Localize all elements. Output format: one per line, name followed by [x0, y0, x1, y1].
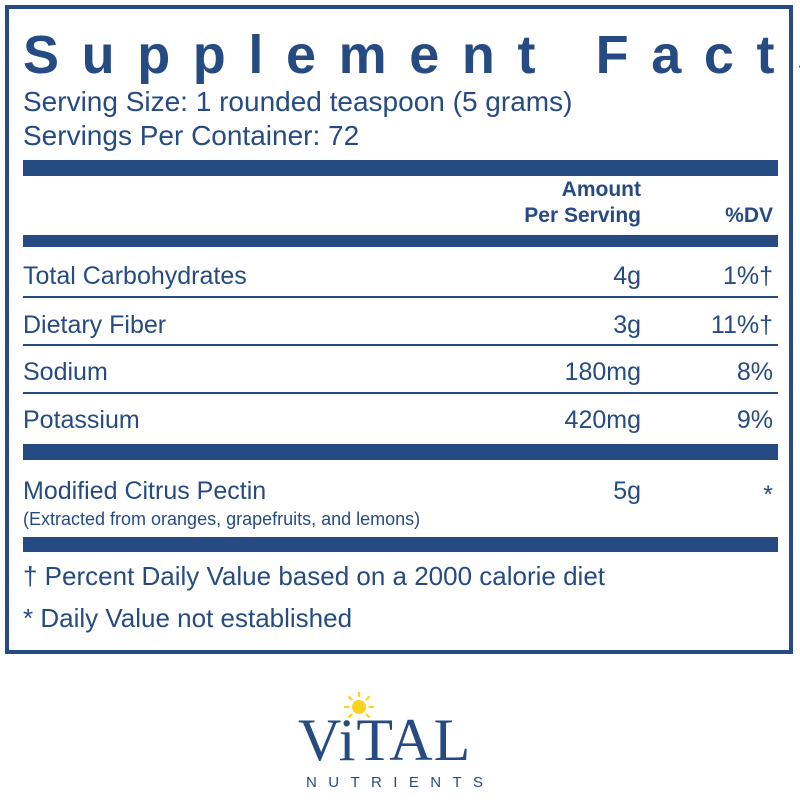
header-dv: %DV — [725, 204, 773, 227]
nutrient-name: Total Carbohydrates — [23, 262, 247, 290]
header-amount: Amount Per Serving — [524, 177, 641, 229]
nutrient-amount: 3g — [613, 311, 641, 339]
nutrient-dv: 9% — [736, 406, 773, 434]
nutrient-name: Dietary Fiber — [23, 311, 167, 339]
nutrient-amount: 4g — [613, 262, 641, 290]
servings-per-container: Servings Per Container: 72 — [23, 120, 360, 151]
header-amount-line2: Per Serving — [524, 204, 641, 227]
divider-thick — [23, 160, 778, 176]
footnote-dv: † Percent Daily Value based on a 2000 ca… — [23, 561, 606, 591]
brand-name: ViTAL — [298, 707, 472, 773]
nutrient-dv: 11%† — [710, 311, 773, 339]
ingredient-note: (Extracted from oranges, grapefruits, an… — [23, 509, 421, 529]
header-amount-line1: Amount — [561, 178, 641, 201]
divider-thick — [23, 235, 778, 247]
serving-size: Serving Size: 1 rounded teaspoon (5 gram… — [23, 86, 573, 117]
divider-thin — [23, 344, 778, 346]
nutrient-dv: 8% — [736, 358, 773, 386]
divider-thin — [23, 296, 778, 298]
ingredient-name: Modified Citrus Pectin — [23, 477, 267, 505]
divider-thin — [23, 392, 778, 394]
divider-thick — [23, 537, 778, 552]
nutrient-dv: 1%† — [722, 262, 773, 290]
nutrient-amount: 180mg — [564, 358, 641, 386]
divider-thick — [23, 444, 778, 460]
nutrient-name: Potassium — [23, 406, 140, 434]
footnote-not-established: * Daily Value not established — [23, 603, 353, 633]
label-title: Supplement Facts — [23, 25, 800, 85]
nutrient-name: Sodium — [23, 358, 108, 386]
ingredient-amount: 5g — [613, 477, 641, 505]
nutrient-amount: 420mg — [564, 406, 641, 434]
ingredient-dv: * — [763, 481, 773, 509]
sun-icon — [343, 691, 375, 719]
supplement-facts-panel: Supplement Facts Serving Size: 1 rounded… — [5, 5, 800, 654]
brand-tagline: NUTRIENTS — [306, 774, 495, 791]
brand-logo: ViTAL NUTRIENTS — [290, 680, 520, 800]
